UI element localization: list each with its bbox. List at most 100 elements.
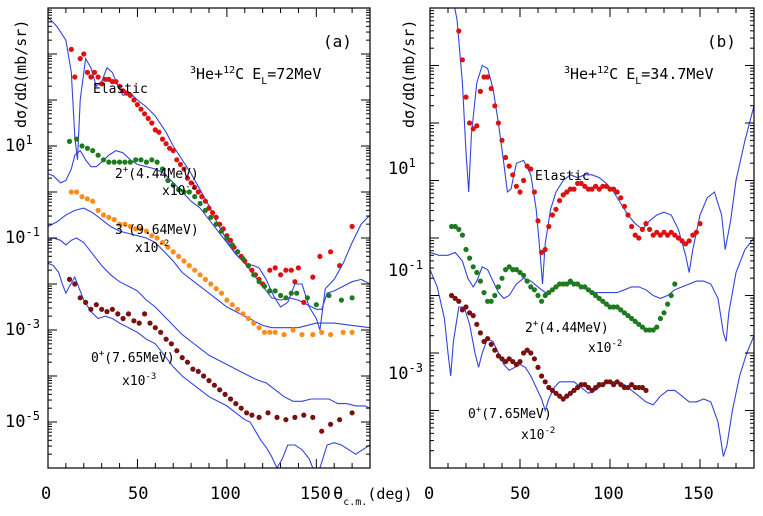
panel-a-series-1-point <box>192 194 198 200</box>
panel-b-series-2-point <box>528 350 534 356</box>
panel-a-series-2-point <box>165 244 171 250</box>
panel-b-series-2-point <box>593 384 599 391</box>
panel-b-series-1-point <box>539 298 545 304</box>
panel-b-series-2-point <box>607 379 613 385</box>
panel-b-series-2-point <box>575 384 581 391</box>
panel-b-series-1-point <box>603 301 610 307</box>
panel-b-series-0-point <box>506 163 512 169</box>
panel-b-series-0-point <box>463 94 469 100</box>
panel-a-label-0plus: 0+(7.65MeV) <box>91 349 175 366</box>
panel-b-series-0-point <box>607 186 613 192</box>
panel-a-series-3-point <box>206 378 212 384</box>
panel-b-series-0-point <box>524 163 530 169</box>
panel-a-series-0-point <box>267 267 273 273</box>
panel-a-series-2-point <box>310 332 316 338</box>
panel-a-series-1-point <box>213 221 219 227</box>
panel-b-series-0-point <box>675 235 682 241</box>
panel-b-series-1-point <box>485 298 491 304</box>
panel-a-series-2-point <box>290 327 296 333</box>
panel-b-series-0-point <box>510 172 516 178</box>
panel-a-series-2-point <box>74 189 80 195</box>
panel-a-series-0-point <box>301 299 307 305</box>
panel-a-series-2-point <box>281 332 287 338</box>
panel-a-series-0-point <box>81 51 87 57</box>
panel-b-series-1-point <box>654 324 660 330</box>
panel-b-series-0-point <box>470 126 476 132</box>
panel-a-series-2-point <box>245 315 251 322</box>
panel-a-series-0-point <box>84 69 90 75</box>
panel-b-data-points <box>449 28 703 402</box>
panel-b-label-2plus-scale: x10-2 <box>588 339 622 356</box>
panel-b-series-0-point <box>582 183 588 189</box>
panel-b-series-1-point <box>470 264 476 270</box>
panel-b-series-1-point <box>557 281 563 287</box>
panel-a-series-1-point <box>74 136 80 142</box>
panel-b-series-1-point <box>643 327 649 333</box>
panel-b-series-0-point <box>625 212 631 218</box>
panel-a-series-2-point <box>176 253 182 259</box>
panel-b-series-1-point <box>553 284 559 290</box>
panel-b-series-0-point <box>611 186 617 192</box>
panel-b-series-0-point <box>679 238 685 244</box>
panel-b-series-1-point <box>596 295 602 301</box>
panel-a-series-2-point <box>127 223 133 230</box>
panel-a-series-2-point <box>218 290 225 296</box>
panel-a-series-0-point <box>213 214 219 220</box>
panel-a-ytick-m5: 10-5 <box>5 409 40 432</box>
panel-a-series-0-point <box>170 148 176 154</box>
panel-b-series-0-point <box>614 189 620 195</box>
panel-b-series-0-point <box>636 235 642 241</box>
panel-b-series-0-point <box>542 246 548 253</box>
panel-b-series-1-point <box>668 292 674 299</box>
panel-b-series-1-point <box>636 321 642 327</box>
panel-a-series-2-point <box>251 320 257 326</box>
panel-b-series-0-point <box>459 57 465 63</box>
panel-b-series-2-point <box>585 384 592 391</box>
panel-b-series-1-point <box>661 310 667 316</box>
panel-b-series-1-point <box>607 304 613 310</box>
panel-a-series-0-point <box>328 249 334 255</box>
panel-b-series-2-point <box>485 336 491 342</box>
panel-b-series-1-point <box>535 292 541 299</box>
panel-b-series-2-point <box>470 313 476 319</box>
panel-a-series-2-point <box>159 240 166 246</box>
panel-a-series-3-point <box>131 318 137 324</box>
panel-a-series-1-point <box>283 295 289 301</box>
panel-a-series-3-point <box>136 320 142 326</box>
panel-a-ticks <box>47 8 371 469</box>
panel-a-series-0-point <box>249 267 255 273</box>
panel-a-series-1-point <box>229 242 235 248</box>
panel-b-series-1-point <box>459 232 465 238</box>
panel-b-series-2-point <box>456 298 462 304</box>
panel-a-series-0-point <box>91 69 98 75</box>
panel-a-series-0-point <box>174 157 180 163</box>
panel-a-label-elastic: Elastic <box>93 82 148 97</box>
panel-b-series-0-point <box>697 221 703 227</box>
panel-b-series-2-point <box>636 384 642 391</box>
panel-b-series-2-point <box>549 387 556 393</box>
panel-a-series-0-point <box>95 74 101 80</box>
panel-b-series-0-point <box>481 74 487 80</box>
panel-a-series-0-point <box>145 115 151 121</box>
panel-a-series-0-point <box>163 141 169 147</box>
panel-b-series-2-point <box>571 387 577 393</box>
panel-a-series-0-point <box>72 74 78 80</box>
panel-b-series-0-point <box>503 154 509 161</box>
panel-a-series-0-point <box>184 175 191 181</box>
panel-a-series-3-point <box>283 417 289 423</box>
panel-b-series-0-point <box>571 186 577 192</box>
panel-a-series-6-theory-curve <box>48 207 370 329</box>
panel-b-ytick-m3: 10-3 <box>388 361 423 384</box>
panel-b-series-0-point <box>650 232 656 238</box>
panel-b-series-2-point <box>492 347 498 353</box>
panel-b-series-1-point <box>647 327 653 333</box>
panel-b-series-0-point <box>639 226 646 232</box>
panel-a-series-2-point <box>106 214 112 220</box>
panel-b-series-2-point <box>582 382 588 388</box>
panel-a-series-1-point <box>66 138 73 144</box>
panel-a-series-2-point <box>181 258 187 264</box>
panel-a-series-0-point <box>181 166 187 172</box>
panel-b-series-1-point <box>477 278 483 284</box>
panel-b-series-1-point <box>582 284 588 290</box>
